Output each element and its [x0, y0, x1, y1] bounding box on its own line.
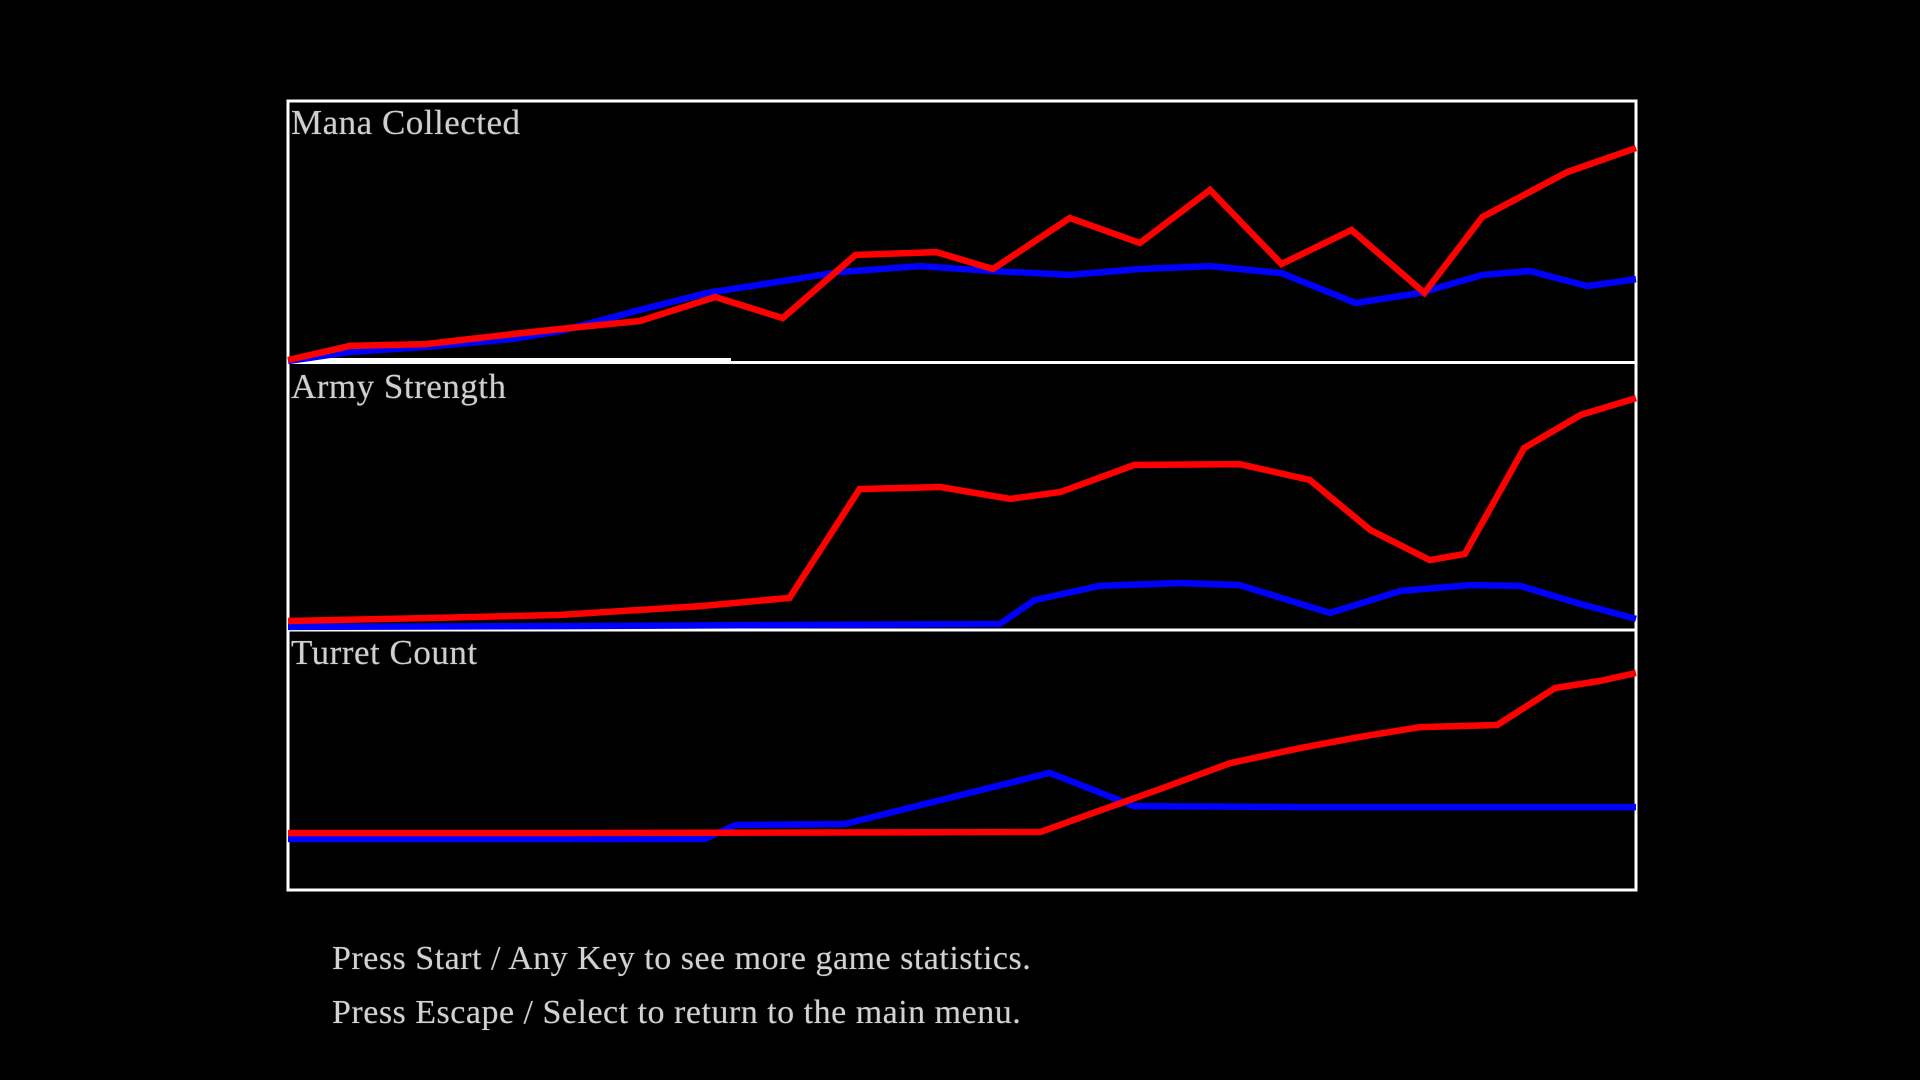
turret-count-title: Turret Count [291, 633, 478, 672]
turret-count-blue-player-line [288, 769, 1636, 843]
army-strength-red-player-line [287, 394, 1637, 625]
hint-more-statistics: Press Start / Any Key to see more game s… [332, 940, 1032, 977]
army-strength-blue-player-line [287, 579, 1637, 631]
charts-outer-border [286, 99, 1638, 892]
hint-return-main-menu: Press Escape / Select to return to the m… [332, 994, 1022, 1031]
mana-collected-title: Mana Collected [291, 103, 521, 142]
mana-collected-red-player-line [287, 145, 1638, 364]
panel-divider-1-highlight [288, 358, 731, 362]
turret-count-red-player-line [288, 669, 1637, 837]
army-strength-title: Army Strength [291, 367, 507, 406]
